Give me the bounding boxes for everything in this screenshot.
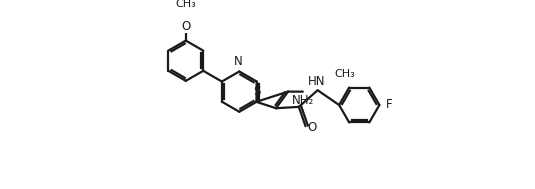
Text: O: O xyxy=(181,20,190,33)
Text: O: O xyxy=(308,121,317,134)
Text: F: F xyxy=(386,98,392,112)
Text: N: N xyxy=(234,55,242,68)
Text: CH₃: CH₃ xyxy=(335,69,356,79)
Text: HN: HN xyxy=(308,74,325,88)
Text: NH₂: NH₂ xyxy=(292,94,314,107)
Text: CH₃: CH₃ xyxy=(175,0,196,9)
Text: S: S xyxy=(253,85,260,98)
